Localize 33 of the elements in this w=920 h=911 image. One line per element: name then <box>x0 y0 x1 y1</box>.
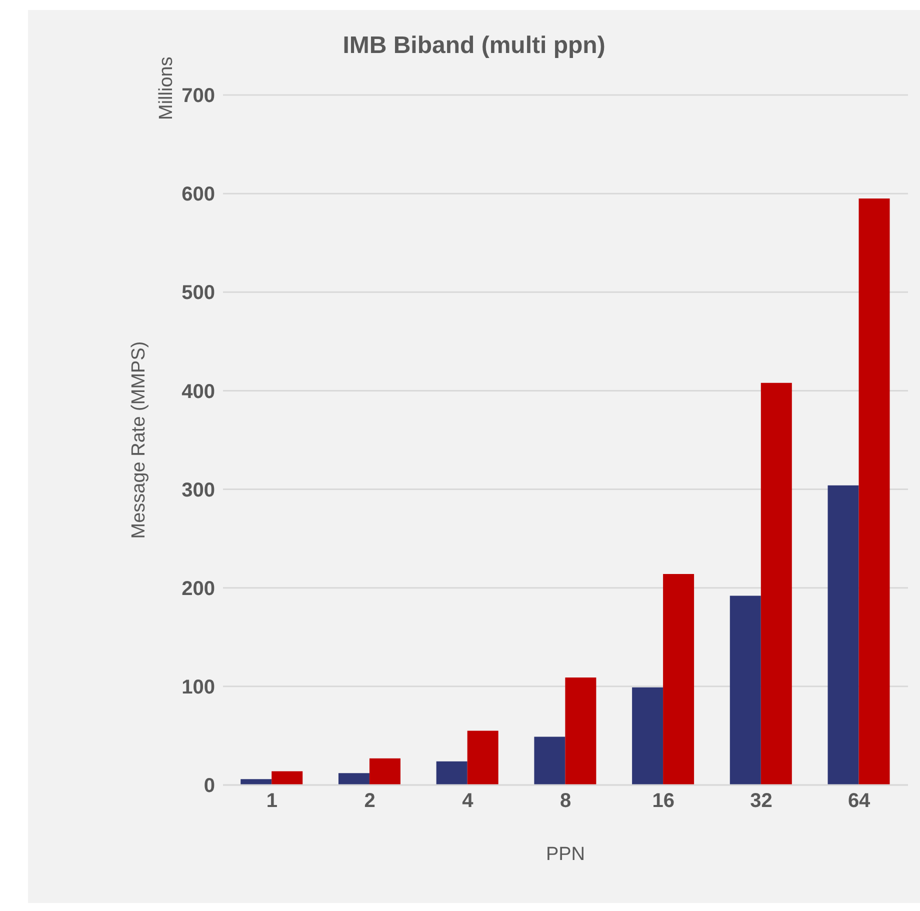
y-tick-label: 700 <box>182 85 215 108</box>
bar <box>730 596 761 785</box>
bar <box>272 771 303 785</box>
x-tick-label: 32 <box>750 790 772 812</box>
bar <box>632 687 664 785</box>
y-tick-label: 400 <box>182 380 215 403</box>
y-tick-label: 200 <box>182 578 215 600</box>
bar <box>534 736 566 785</box>
bar <box>828 485 859 785</box>
x-tick-label: 64 <box>848 790 872 812</box>
text: Millions <box>156 56 178 120</box>
y-tick-label: 300 <box>182 479 215 502</box>
y-axis-title: Message Rate (MMPS) <box>128 341 150 539</box>
bar <box>565 678 596 785</box>
bar <box>663 574 694 785</box>
x-axis-title: PPN <box>546 844 586 865</box>
bar <box>369 758 400 785</box>
y-tick-label: 600 <box>182 184 215 206</box>
x-tick-label: 16 <box>652 790 674 812</box>
x-tick-label: 4 <box>462 790 474 812</box>
bar <box>436 761 468 785</box>
chart-title: IMB Biband (multi ppn) <box>342 32 606 59</box>
bar <box>760 382 792 785</box>
y-tick-label: 500 <box>182 282 215 304</box>
bar <box>467 730 498 785</box>
y-tick-label: 100 <box>182 676 215 699</box>
x-tick-label: 2 <box>364 790 376 812</box>
bar <box>240 779 272 785</box>
bar <box>338 773 370 785</box>
x-tick-label: 8 <box>560 790 572 812</box>
y-tick-label: 0 <box>204 775 215 798</box>
x-tick-label: 1 <box>266 790 278 812</box>
bar <box>858 198 890 785</box>
